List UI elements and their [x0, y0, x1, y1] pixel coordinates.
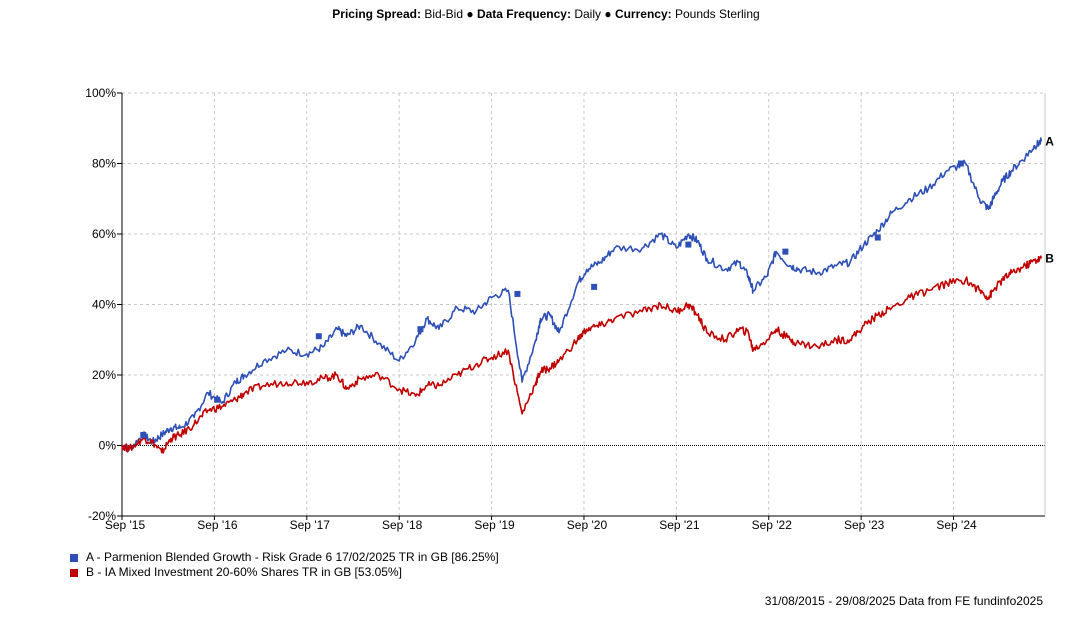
- legend-swatch-a: [70, 553, 78, 562]
- legend-label-a: A - Parmenion Blended Growth - Risk Grad…: [86, 550, 499, 564]
- y-tick-label: 100%: [85, 86, 116, 100]
- legend-item-b: B - IA Mixed Investment 20-60% Shares TR…: [70, 565, 499, 580]
- series-line-b: [121, 255, 1043, 454]
- series-end-label-a: A: [1045, 134, 1054, 148]
- x-tick-label: Sep '24: [936, 518, 977, 532]
- chart-legend: A - Parmenion Blended Growth - Risk Grad…: [70, 550, 499, 580]
- legend-item-a: A - Parmenion Blended Growth - Risk Grad…: [70, 550, 499, 565]
- legend-label-b: B - IA Mixed Investment 20-60% Shares TR…: [86, 565, 402, 579]
- x-tick-label: Sep '15: [105, 518, 146, 532]
- x-tick-label: Sep '20: [567, 518, 608, 532]
- series-lines: [121, 137, 1043, 454]
- y-tick-label: -20%: [88, 509, 116, 523]
- series-marker: [591, 283, 598, 290]
- x-tick-label: Sep '19: [474, 518, 515, 532]
- y-tick-label: 40%: [92, 298, 116, 312]
- gridlines: [122, 92, 1045, 517]
- series-marker: [214, 396, 221, 403]
- chart-header: Pricing Spread: Bid-Bid ● Data Frequency…: [0, 7, 1092, 21]
- series-marker: [315, 333, 322, 340]
- y-tick-label: 20%: [92, 368, 116, 382]
- y-tick-label: 0%: [99, 439, 117, 453]
- data-frequency-label: Data Frequency:: [476, 7, 571, 21]
- data-frequency-value: Daily: [574, 7, 601, 21]
- x-tick-label: Sep '23: [844, 518, 885, 532]
- header-separator: ●: [604, 7, 612, 21]
- legend-swatch-b: [70, 568, 78, 577]
- x-tick-label: Sep '18: [382, 518, 423, 532]
- y-tick-label: 60%: [92, 227, 116, 241]
- y-tick-label: 80%: [92, 157, 116, 171]
- series-line-a: [121, 137, 1043, 452]
- series-end-label-b: B: [1045, 251, 1054, 265]
- pricing-spread-label: Pricing Spread:: [332, 7, 421, 21]
- series-marker: [874, 234, 881, 241]
- data-source-footer: 31/08/2015 - 29/08/2025 Data from FE fun…: [764, 594, 1043, 608]
- series-marker: [957, 160, 964, 167]
- series-marker: [685, 241, 692, 248]
- x-tick-label: Sep '21: [659, 518, 700, 532]
- series-marker: [782, 248, 789, 255]
- header-separator: ●: [466, 7, 474, 21]
- axis-labels: 100% 80% 60% 40% 20% 0% -20%Sep '15 Sep '16 Sep …: [85, 86, 1054, 532]
- pricing-spread-value: Bid-Bid: [424, 7, 464, 21]
- x-tick-label: Sep '17: [290, 518, 331, 532]
- x-tick-label: Sep '16: [197, 518, 238, 532]
- axes: [117, 92, 1046, 520]
- series-marker: [514, 290, 521, 297]
- series-marker: [140, 431, 147, 438]
- currency-label: Currency:: [614, 7, 672, 21]
- series-marker: [417, 326, 424, 333]
- currency-value: Pounds Sterling: [674, 7, 760, 21]
- x-tick-label: Sep '22: [752, 518, 793, 532]
